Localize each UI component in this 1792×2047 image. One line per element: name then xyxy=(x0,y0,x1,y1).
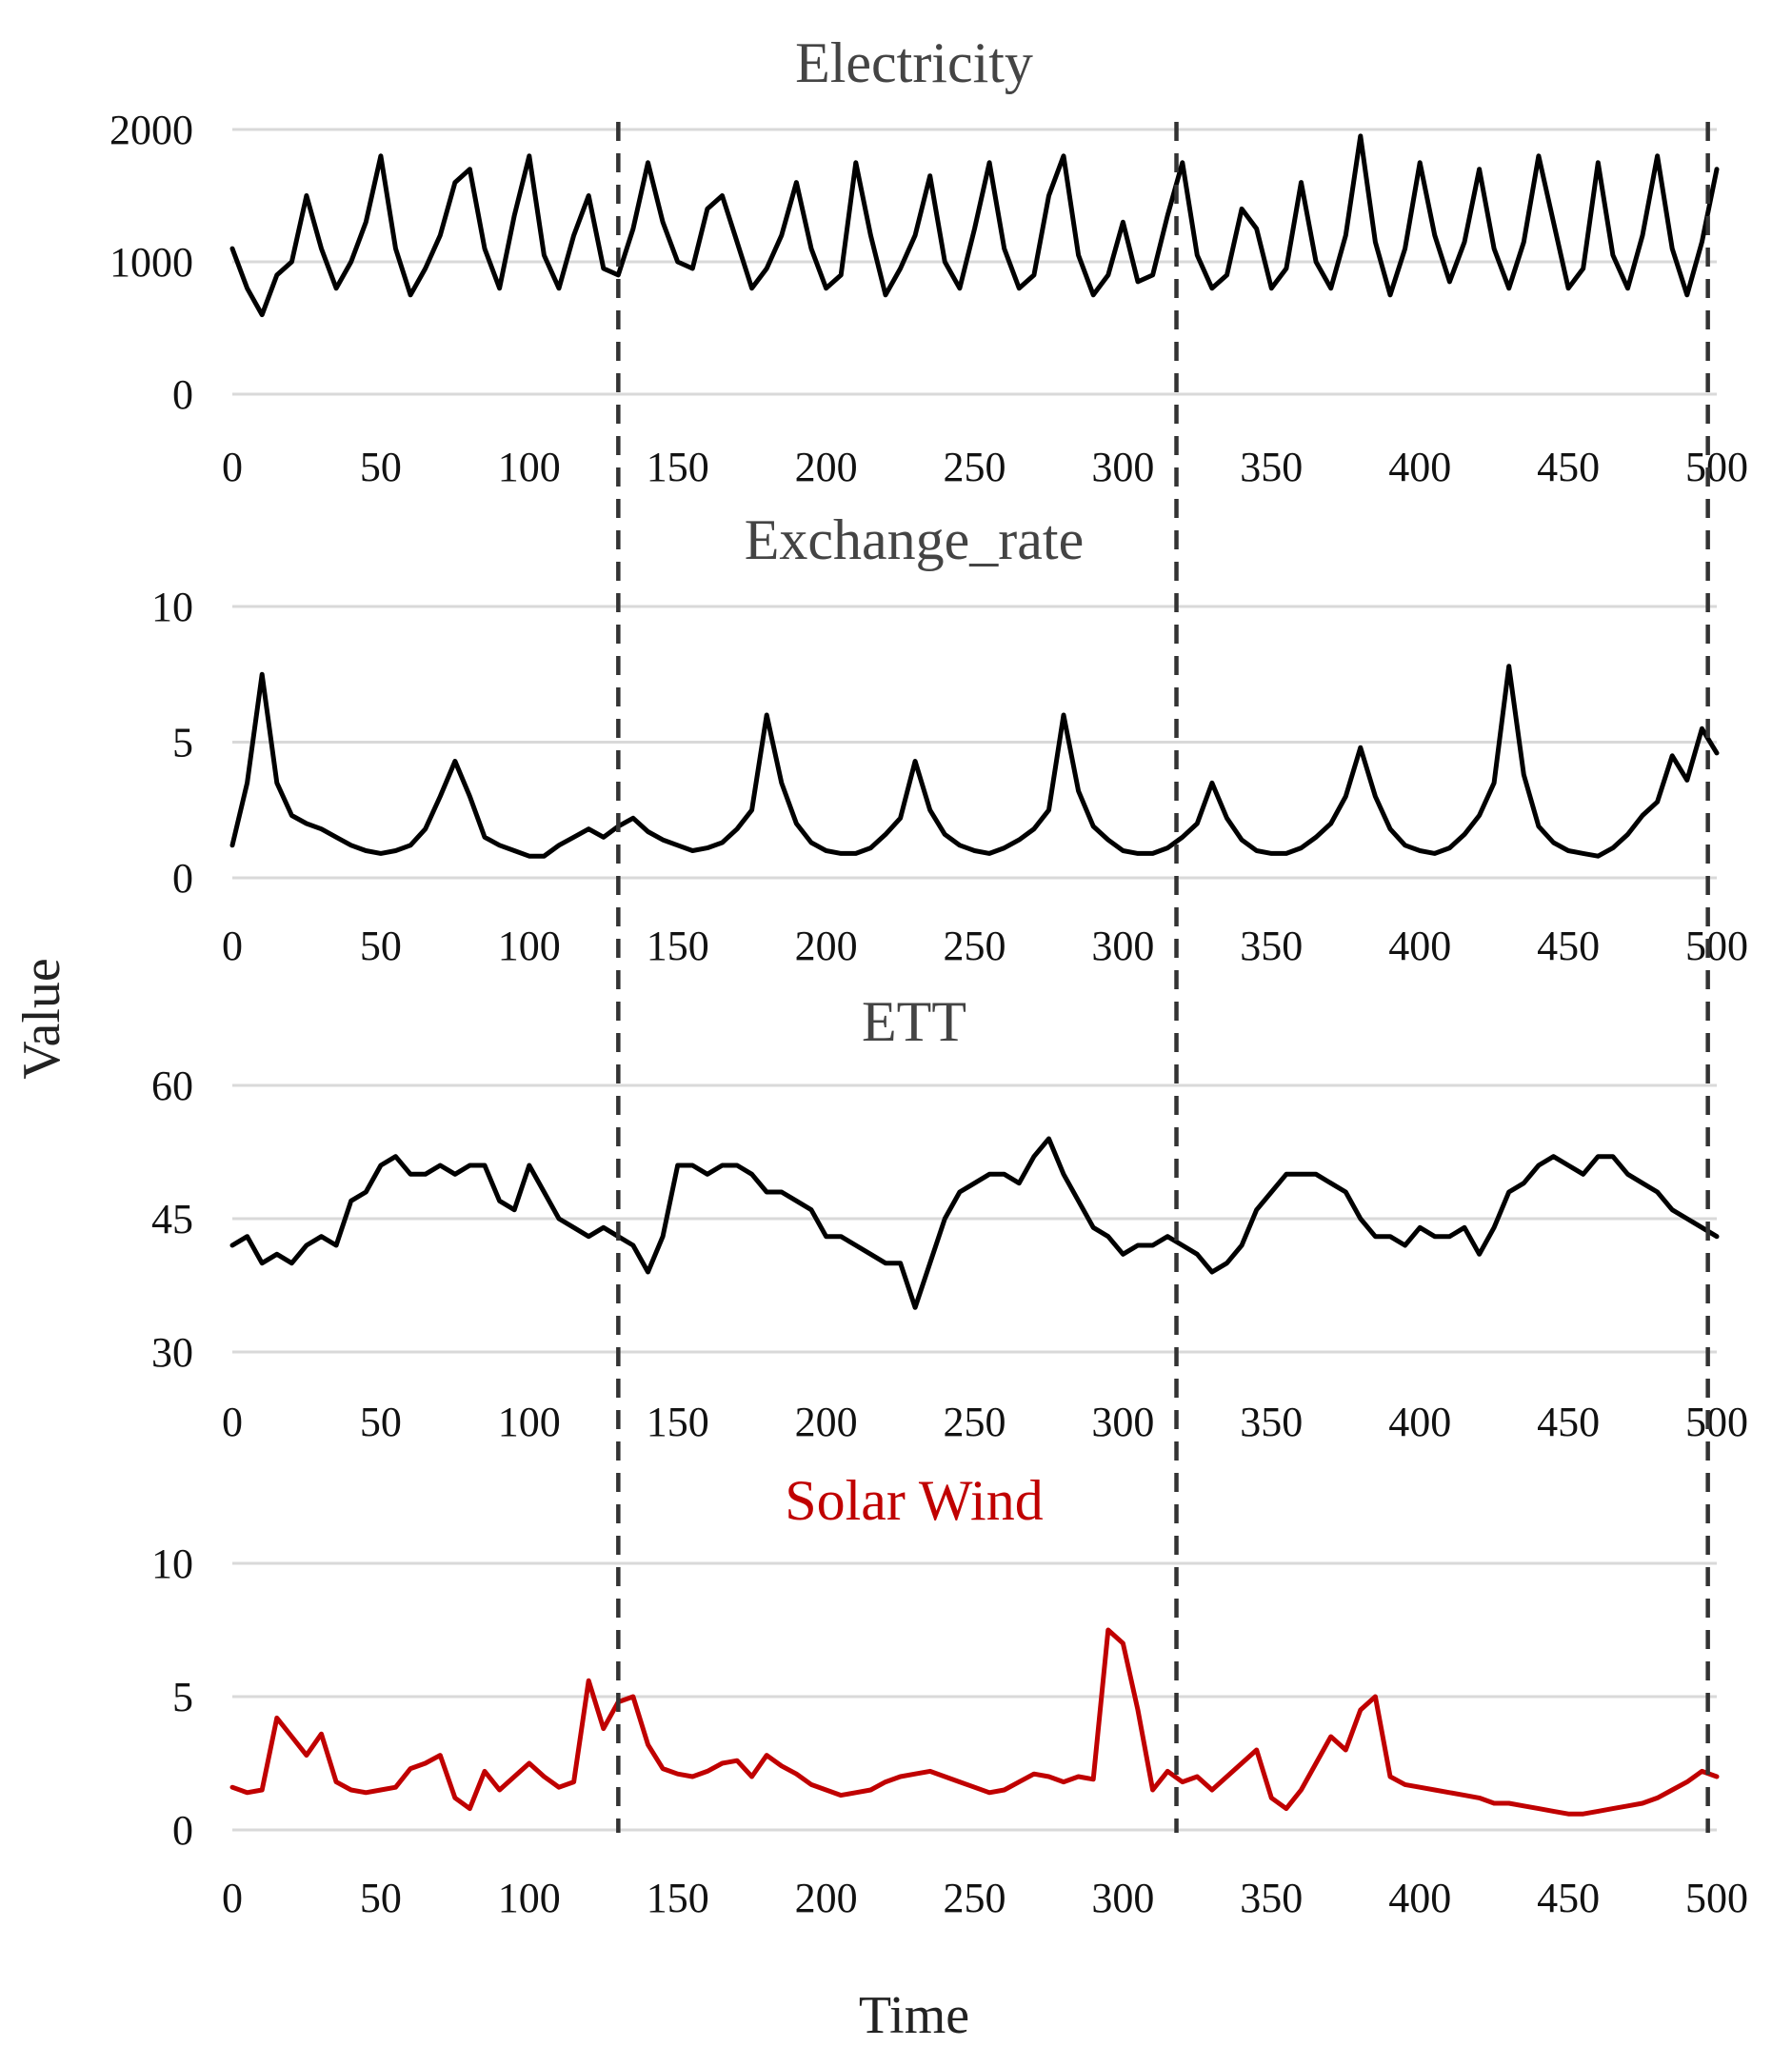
x-tick-label: 0 xyxy=(222,1399,243,1445)
series-line xyxy=(229,1627,1720,1817)
x-tick-label: 300 xyxy=(1091,1875,1154,1921)
x-tick-label: 250 xyxy=(944,1875,1006,1921)
y-tick-label: 5 xyxy=(172,720,193,766)
x-tick-label: 0 xyxy=(222,444,243,490)
chart-title: Solar Wind xyxy=(785,1469,1043,1532)
y-tick-label: 0 xyxy=(172,855,193,902)
x-tick-label: 400 xyxy=(1388,444,1451,490)
x-tick-label: 150 xyxy=(647,444,709,490)
x-tick-label: 200 xyxy=(795,1399,858,1445)
x-tick-label: 50 xyxy=(360,1875,402,1921)
segment-dividers xyxy=(616,122,1710,1833)
y-tick-label: 45 xyxy=(151,1196,193,1242)
series-line xyxy=(229,664,1720,859)
x-tick-label: 300 xyxy=(1091,444,1154,490)
x-tick-label: 500 xyxy=(1685,923,1748,969)
x-tick-label: 450 xyxy=(1537,1875,1600,1921)
x-tick-label: 400 xyxy=(1388,1399,1451,1445)
x-tick-label: 100 xyxy=(498,444,561,490)
y-tick-label: 10 xyxy=(151,584,193,630)
x-tick-label: 450 xyxy=(1537,444,1600,490)
x-tick-label: 50 xyxy=(360,923,402,969)
x-tick-label: 400 xyxy=(1388,1875,1451,1921)
y-tick-label: 5 xyxy=(172,1674,193,1720)
x-tick-label: 300 xyxy=(1091,1399,1154,1445)
y-tick-label: 60 xyxy=(151,1063,193,1109)
x-tick-label: 400 xyxy=(1388,923,1451,969)
x-axis-title: Time xyxy=(859,1986,969,2045)
x-tick-label: 300 xyxy=(1091,923,1154,969)
chart-title: ETT xyxy=(862,990,966,1053)
y-tick-label: 2000 xyxy=(110,107,193,153)
x-tick-label: 100 xyxy=(498,1399,561,1445)
chart-title: Electricity xyxy=(795,31,1033,94)
chart-panel: 30 45 60 0 50 100 150 200 250 300 350 400 450 500 ETT xyxy=(151,990,1748,1445)
x-tick-label: 500 xyxy=(1685,1399,1748,1445)
x-tick-label: 250 xyxy=(944,444,1006,490)
chart-title: Exchange_rate xyxy=(745,508,1084,571)
y-tick-label: 0 xyxy=(172,1807,193,1854)
x-tick-label: 200 xyxy=(795,444,858,490)
x-tick-label: 450 xyxy=(1537,923,1600,969)
x-tick-label: 0 xyxy=(222,923,243,969)
x-tick-label: 250 xyxy=(944,1399,1006,1445)
x-tick-label: 100 xyxy=(498,1875,561,1921)
x-tick-label: 100 xyxy=(498,923,561,969)
x-tick-label: 0 xyxy=(222,1875,243,1921)
x-tick-label: 200 xyxy=(795,923,858,969)
x-tick-label: 50 xyxy=(360,1399,402,1445)
chart-panel: 0 1000 2000 0 50 100 150 200 250 300 350 400 450 500 E… xyxy=(110,31,1748,490)
x-tick-label: 500 xyxy=(1685,1875,1748,1921)
x-tick-label: 350 xyxy=(1240,1875,1303,1921)
y-axis-title: Value xyxy=(12,958,71,1080)
x-tick-label: 200 xyxy=(795,1875,858,1921)
y-tick-label: 0 xyxy=(172,371,193,418)
x-tick-label: 350 xyxy=(1240,1399,1303,1445)
x-tick-label: 150 xyxy=(647,1399,709,1445)
x-tick-label: 250 xyxy=(944,923,1006,969)
x-tick-label: 150 xyxy=(647,923,709,969)
y-tick-label: 10 xyxy=(151,1540,193,1587)
x-tick-label: 350 xyxy=(1240,444,1303,490)
x-tick-label: 350 xyxy=(1240,923,1303,969)
y-tick-label: 1000 xyxy=(110,239,193,286)
series-line xyxy=(229,1136,1720,1310)
x-tick-label: 150 xyxy=(647,1875,709,1921)
x-tick-label: 450 xyxy=(1537,1399,1600,1445)
x-tick-label: 500 xyxy=(1685,444,1748,490)
y-tick-label: 30 xyxy=(151,1329,193,1376)
series-line xyxy=(229,133,1720,318)
x-tick-label: 50 xyxy=(360,444,402,490)
